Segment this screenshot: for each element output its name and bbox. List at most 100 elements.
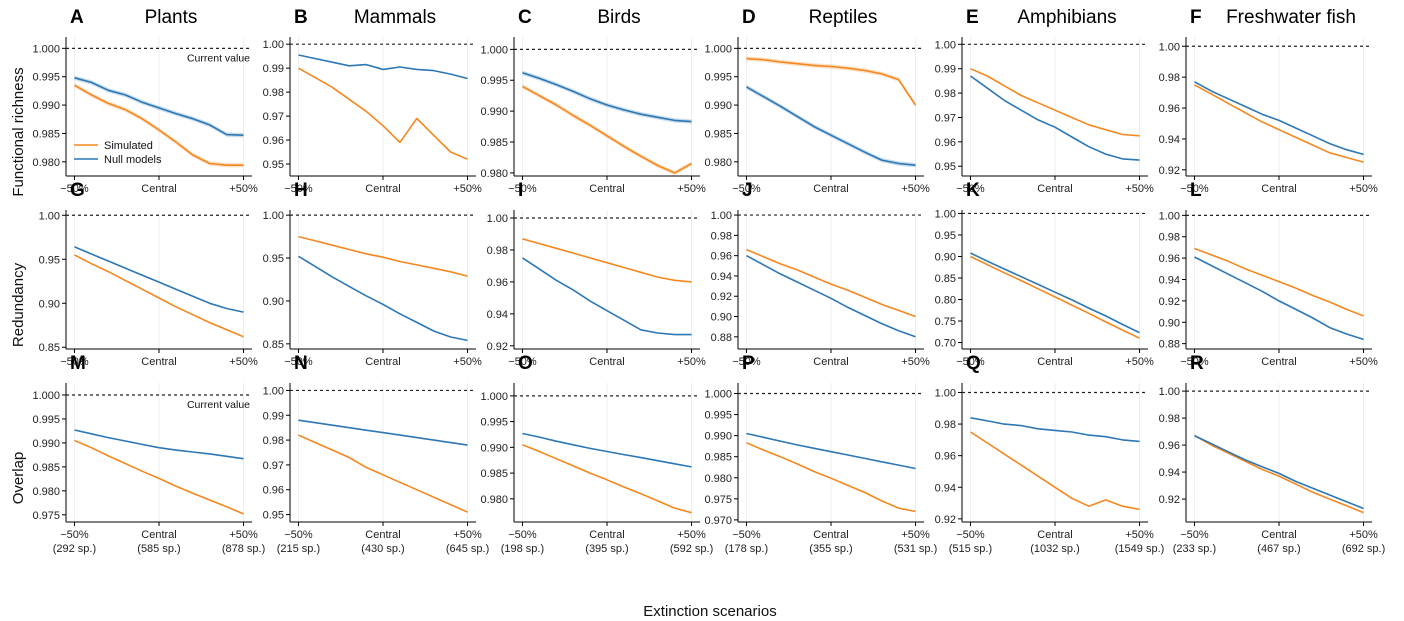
x-tick-label: −50%: [956, 529, 985, 541]
panel-o: 0.980 0.985 0.990 0.995 1.000 −50% (198 sp.) Ce…: [480, 353, 713, 555]
series-line: [522, 444, 692, 514]
y-tick-label: 0.88: [1159, 339, 1180, 351]
y-tick-label: 1.00: [39, 210, 60, 222]
y-tick-label: 0.99: [263, 410, 284, 422]
x-tick-label: +50%: [453, 529, 482, 541]
y-tick-label: 0.980: [32, 486, 60, 498]
y-tick-label: 0.96: [1159, 440, 1180, 452]
x-tick-label: −50%: [508, 529, 537, 541]
x-tick-label: +50%: [901, 356, 930, 368]
y-tick-label: 0.98: [1159, 72, 1180, 84]
y-tick-label: 0.98: [263, 87, 284, 99]
series-line: [970, 75, 1140, 161]
y-tick-label: 0.90: [711, 312, 732, 324]
y-tick-label: 0.70: [935, 338, 956, 350]
x-tick-label: +50%: [229, 183, 258, 195]
panel-letter: I: [518, 180, 523, 201]
y-tick-label: 0.92: [711, 291, 732, 303]
series-line: [522, 238, 692, 283]
y-tick-label: 1.00: [263, 210, 284, 222]
x-tick-label: −50%: [284, 356, 313, 368]
y-tick-label: 0.99: [263, 63, 284, 75]
y-tick-label: 0.990: [704, 431, 732, 443]
y-tick-label: 1.000: [32, 43, 60, 55]
x-tick-label: Central: [1037, 183, 1072, 195]
y-tick-label: 0.980: [32, 157, 60, 169]
y-tick-label: 0.90: [935, 251, 956, 263]
species-count-label: (1032 sp.): [1030, 543, 1080, 555]
x-tick-label: −50%: [1180, 529, 1209, 541]
series-line: [298, 255, 468, 342]
x-tick-label: −50%: [284, 529, 313, 541]
panel-letter: P: [742, 353, 755, 374]
series-line: [74, 439, 244, 515]
x-tick-label: Central: [1261, 183, 1296, 195]
legend-label: Simulated: [104, 140, 153, 152]
panel-letter: L: [1190, 180, 1202, 201]
y-tick-label: 0.92: [1159, 165, 1180, 177]
y-tick-label: 1.00: [1159, 41, 1180, 53]
panel-letter: E: [966, 7, 979, 28]
x-tick-label: Central: [365, 356, 400, 368]
y-tick-label: 0.85: [39, 342, 60, 354]
column-title: Amphibians: [1017, 7, 1116, 28]
y-tick-label: 0.995: [704, 410, 732, 422]
series-line: [298, 67, 468, 160]
y-tick-label: 1.00: [263, 39, 284, 51]
panel-r: 0.92 0.94 0.96 0.98 1.00 −50% (233 sp.) Central…: [1159, 353, 1386, 555]
x-tick-label: +50%: [901, 183, 930, 195]
x-tick-label: −50%: [956, 356, 985, 368]
series-line: [746, 86, 916, 166]
y-tick-label: 0.98: [487, 245, 508, 257]
y-tick-label: 0.990: [480, 442, 508, 454]
y-tick-label: 1.00: [935, 39, 956, 51]
series-line: [970, 67, 1140, 137]
y-tick-label: 0.98: [263, 435, 284, 447]
y-tick-label: 1.00: [487, 213, 508, 225]
series-line: [522, 72, 692, 123]
panel-letter: G: [70, 180, 85, 201]
y-tick-label: 1.000: [480, 391, 508, 403]
y-tick-label: 0.980: [480, 168, 508, 180]
species-count-label: (355 sp.): [809, 543, 852, 555]
series-line: [1194, 81, 1364, 156]
y-tick-label: 0.980: [704, 157, 732, 169]
y-tick-label: 0.985: [32, 128, 60, 140]
x-tick-label: +50%: [1349, 183, 1378, 195]
y-tick-label: 0.97: [935, 112, 956, 124]
y-tick-label: 0.96: [263, 485, 284, 497]
species-count-label: (198 sp.): [501, 543, 544, 555]
species-count-label: (878 sp.): [222, 543, 265, 555]
series-line: [74, 246, 244, 313]
series-line: [298, 419, 468, 446]
y-tick-label: 0.995: [480, 75, 508, 87]
series-line: [746, 442, 916, 513]
y-tick-label: 1.00: [935, 208, 956, 220]
y-tick-label: 0.98: [935, 419, 956, 431]
x-tick-label: +50%: [1125, 529, 1154, 541]
y-tick-label: 0.990: [704, 100, 732, 112]
species-count-label: (215 sp.): [277, 543, 320, 555]
panel-b: 0.95 0.96 0.97 0.98 0.99 1.00 −50% Central +50% B…: [263, 7, 482, 195]
x-tick-label: Central: [365, 183, 400, 195]
y-tick-label: 0.980: [480, 494, 508, 506]
column-title: Mammals: [354, 7, 436, 28]
panel-f: 0.92 0.94 0.96 0.98 1.00 −50% Central +50% F Fres…: [1159, 7, 1378, 195]
x-tick-label: +50%: [901, 529, 930, 541]
y-tick-label: 0.95: [935, 230, 956, 242]
confidence-band: [522, 70, 692, 124]
panel-letter: O: [518, 353, 533, 374]
y-tick-label: 0.995: [32, 72, 60, 84]
y-tick-label: 1.00: [935, 387, 956, 399]
panel-c: 0.980 0.985 0.990 0.995 1.000 −50% Central +50%…: [480, 7, 706, 195]
y-tick-label: 0.985: [704, 452, 732, 464]
x-tick-label: Central: [141, 356, 176, 368]
series-line: [522, 432, 692, 468]
x-tick-label: +50%: [677, 356, 706, 368]
y-tick-label: 0.975: [32, 510, 60, 522]
y-tick-label: 0.96: [935, 137, 956, 149]
panel-m: 0.975 0.980 0.985 0.990 0.995 1.000 −50% (292 s…: [32, 353, 265, 555]
x-tick-label: +50%: [453, 183, 482, 195]
series-line: [1194, 434, 1364, 514]
x-tick-label: −50%: [732, 529, 761, 541]
